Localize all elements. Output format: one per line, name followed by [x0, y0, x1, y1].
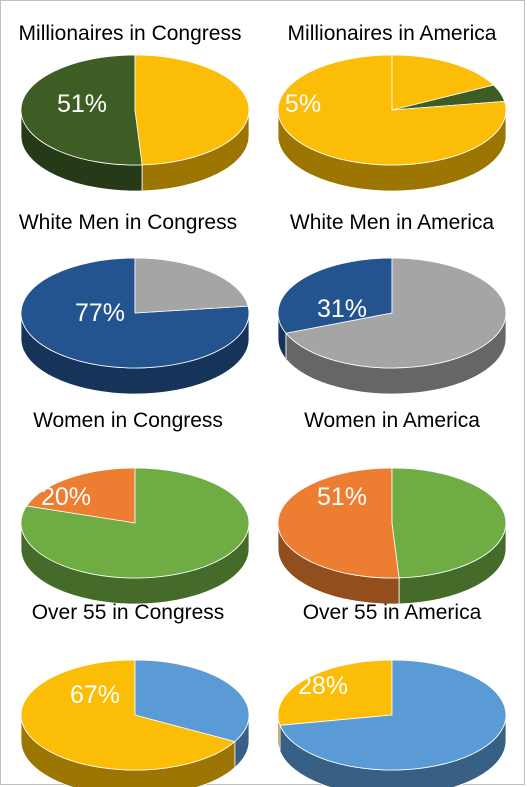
pie-slice-rest — [134, 257, 249, 314]
pie-slice-rest — [391, 467, 507, 579]
pie-chart-3: White Men in Congress 77% — [19, 211, 250, 395]
chart-title: White Men in America — [290, 211, 495, 234]
data-label: 31% — [317, 295, 367, 323]
data-label: 77% — [75, 299, 125, 327]
pie-chart-1: Millionaires in Congress 51% — [19, 22, 250, 192]
pie-slice-highlight — [277, 467, 400, 579]
chart-title: Millionaires in America — [288, 22, 497, 45]
pie-slice-rest — [134, 54, 250, 166]
data-label: 20% — [41, 483, 91, 511]
chart-title: Women in Congress — [33, 409, 223, 432]
pie-chart-8: Over 55 in America 28% — [277, 601, 507, 787]
pie-slice-highlight — [20, 54, 143, 166]
pie-slice-rest — [391, 54, 495, 111]
data-label: 28% — [298, 672, 348, 700]
pie-chart-5: Women in Congress 20% — [20, 409, 250, 605]
pie-slice-highlight — [20, 659, 236, 771]
pie-slice-rest — [279, 659, 507, 771]
pie-slice-highlight — [277, 257, 393, 334]
data-label: 51% — [317, 483, 367, 511]
chart-title: White Men in Congress — [19, 211, 237, 234]
pie-slice-highlight — [277, 659, 393, 726]
pie-chart-6: Women in America 51% — [277, 409, 507, 605]
data-label: 67% — [70, 681, 120, 709]
pie-slice-rest — [277, 54, 507, 166]
chart-title: Millionaires in Congress — [19, 22, 242, 45]
pie-chart-7: Over 55 in Congress 67% — [20, 601, 250, 787]
pie-slice-rest — [134, 659, 250, 742]
pie-chart-4: White Men in America 31% — [277, 211, 507, 395]
pie-slice-rest — [285, 257, 507, 369]
chart-title: Women in America — [304, 409, 480, 432]
data-label: 51% — [57, 90, 107, 118]
pie-slice-rest — [20, 467, 250, 579]
pie-slice-highlight — [25, 467, 136, 524]
chart-title: Over 55 in Congress — [32, 601, 225, 624]
pie-chart-2: Millionaires in America 5% — [277, 22, 507, 192]
data-label: 5% — [285, 90, 321, 118]
chart-title: Over 55 in America — [303, 601, 482, 624]
